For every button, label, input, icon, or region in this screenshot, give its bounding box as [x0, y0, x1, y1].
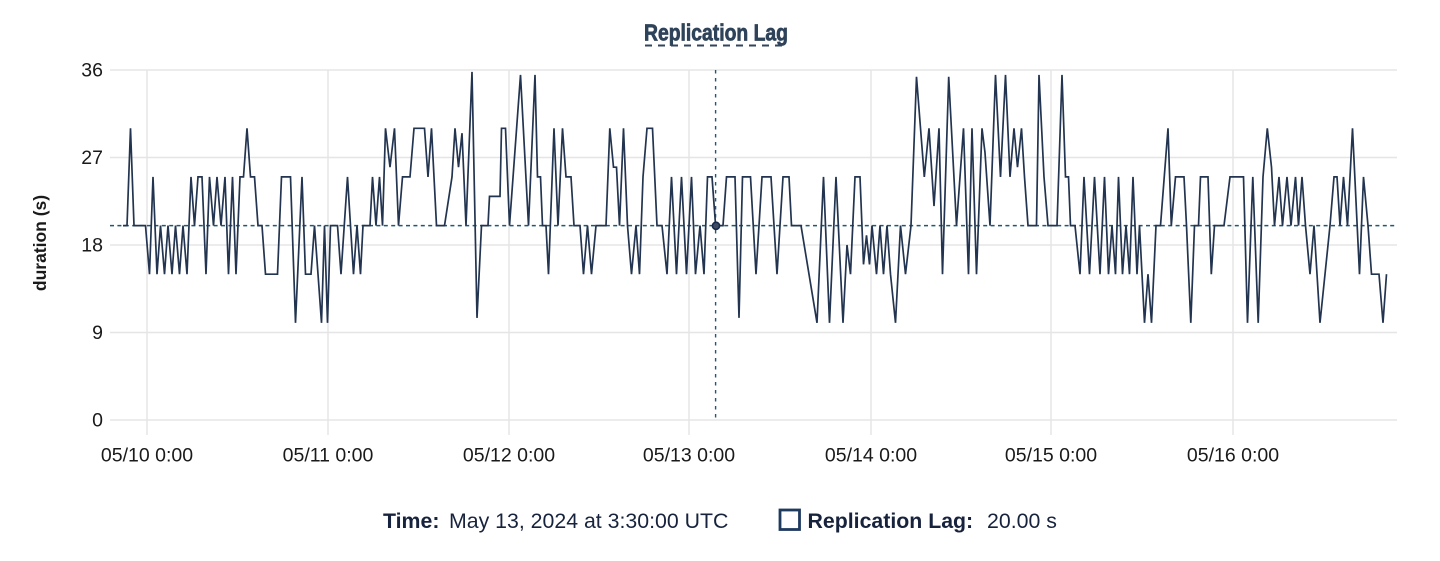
svg-text:05/13 0:00: 05/13 0:00: [643, 445, 735, 467]
svg-text:05/15 0:00: 05/15 0:00: [1005, 445, 1097, 467]
svg-text:Replication Lag: Replication Lag: [644, 20, 788, 46]
svg-text:18: 18: [81, 235, 103, 257]
svg-text:05/11 0:00: 05/11 0:00: [283, 445, 374, 467]
svg-text:36: 36: [81, 60, 103, 82]
svg-text:05/10 0:00: 05/10 0:00: [101, 445, 193, 467]
svg-text:05/16 0:00: 05/16 0:00: [1187, 445, 1279, 467]
svg-text:9: 9: [92, 322, 103, 344]
svg-text:27: 27: [81, 147, 103, 169]
svg-text:Time:: Time:: [383, 509, 439, 533]
svg-text:20.00 s: 20.00 s: [987, 509, 1057, 533]
svg-text:duration (s): duration (s): [30, 195, 50, 291]
svg-text:05/14 0:00: 05/14 0:00: [825, 445, 917, 467]
svg-text:May 13, 2024 at 3:30:00 UTC: May 13, 2024 at 3:30:00 UTC: [449, 509, 728, 533]
svg-text:0: 0: [92, 410, 103, 432]
svg-text:Replication Lag:: Replication Lag:: [808, 509, 974, 533]
svg-text:05/12 0:00: 05/12 0:00: [463, 445, 555, 467]
